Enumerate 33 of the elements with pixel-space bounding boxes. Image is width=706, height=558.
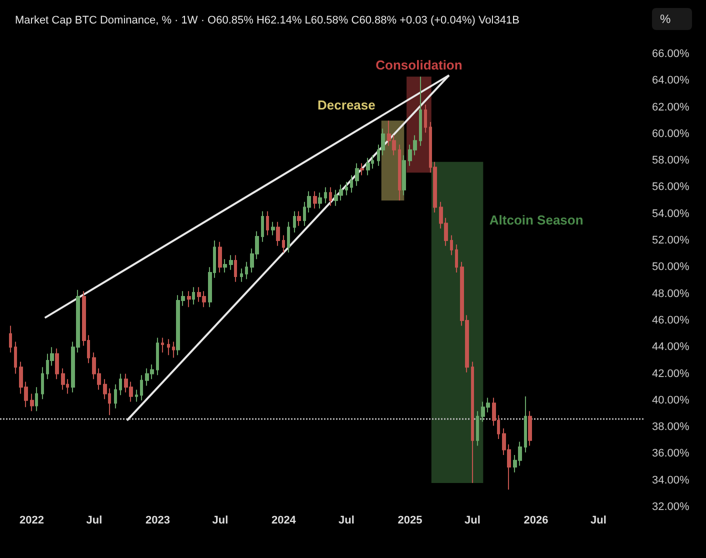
band-label: Consolidation bbox=[376, 58, 462, 73]
y-tick-label: 38.00% bbox=[652, 421, 690, 434]
x-tick-label: Jul bbox=[590, 514, 606, 526]
band-label: Decrease bbox=[318, 98, 376, 113]
y-tick-label: 32.00% bbox=[652, 501, 690, 513]
y-tick-label: 52.00% bbox=[652, 234, 690, 247]
text: % bbox=[652, 8, 692, 30]
x-tick-label: 2024 bbox=[271, 514, 297, 526]
x-tick-label: 2022 bbox=[20, 514, 44, 526]
x-tick-label: 2025 bbox=[398, 514, 422, 526]
y-tick-label: 40.00% bbox=[652, 394, 690, 406]
y-tick-label: 60.00% bbox=[652, 128, 690, 140]
y-tick-label: 54.00% bbox=[652, 208, 690, 220]
y-tick-label: 58.00% bbox=[652, 154, 690, 167]
band-label: Altcoin Season bbox=[489, 212, 584, 228]
chart-title: Market Cap BTC Dominance, % · 1W · O60.85% H62.14% L60.58% C60.88% +0.03 (+0.04%) Vol341B bbox=[15, 14, 520, 26]
x-tick-label: Jul bbox=[464, 514, 480, 526]
x-tick-label: Jul bbox=[86, 514, 102, 526]
y-tick-label: 36.00% bbox=[652, 448, 690, 460]
y-tick-label: 56.00% bbox=[652, 181, 690, 194]
y-tick-label: 62.00% bbox=[652, 101, 690, 114]
y-tick-label: 50.00% bbox=[652, 261, 690, 274]
x-tick-label: Jul bbox=[338, 514, 354, 526]
x-tick-label: 2023 bbox=[145, 514, 170, 526]
y-tick-label: 66.00% bbox=[652, 48, 690, 60]
y-tick-label: 34.00% bbox=[652, 474, 690, 486]
y-tick-label: 48.00% bbox=[652, 288, 690, 300]
x-tick-label: 2026 bbox=[524, 514, 548, 526]
y-tick-label: 64.00% bbox=[652, 74, 690, 87]
y-tick-label: 44.00% bbox=[652, 341, 690, 354]
y-tick-label: 42.00% bbox=[652, 368, 690, 380]
x-tick-label: Jul bbox=[212, 514, 228, 526]
y-tick-label: 46.00% bbox=[652, 314, 690, 326]
